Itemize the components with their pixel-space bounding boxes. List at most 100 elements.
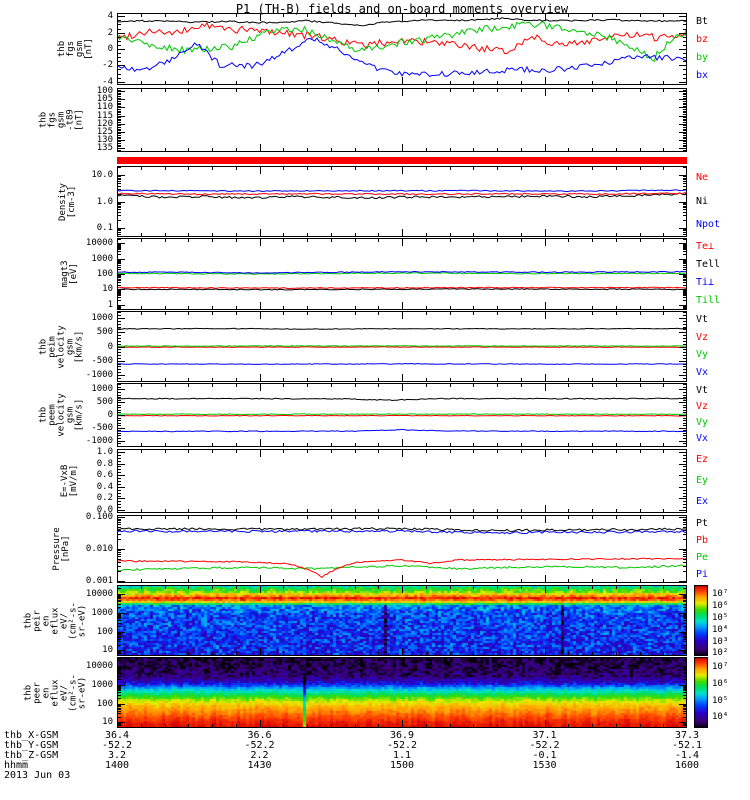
- spectrogram-peer: [117, 657, 687, 728]
- y-tick-label: 500: [96, 327, 113, 338]
- series-Ni: [117, 192, 687, 200]
- y-tick-label: 1000: [91, 384, 113, 395]
- y-tick-label: 105: [96, 94, 113, 105]
- y-tick-label: 115: [96, 110, 113, 121]
- series-bx: [117, 37, 687, 77]
- y-axis-label-peer: thb peer en eflux eV/ (cm²-s- sr-eV): [23, 673, 88, 712]
- legend-Tell: Tell: [696, 259, 721, 270]
- y-tick-label: -2: [102, 60, 113, 71]
- y-tick-label: 0.8: [96, 458, 113, 469]
- panel-efield: [117, 449, 687, 513]
- axis-row-label: thb_Z-GSM: [4, 750, 59, 761]
- legend-Ti: Ti⊥: [696, 277, 715, 288]
- axis-row-value: -52.2: [244, 740, 275, 751]
- series-Pe: [117, 564, 687, 572]
- colorbar-tick-label: 10⁴: [712, 625, 729, 636]
- legend-Ex: Ex: [696, 496, 709, 508]
- series-Tell: [117, 288, 687, 291]
- panel-peir: [117, 585, 687, 656]
- y-axis-label-peim: thb peim velocity gsm [km/s]: [38, 324, 85, 369]
- axis-row-value: 1530: [532, 760, 557, 771]
- y-axis-label-fgm: thb fgs gsm [nT]: [57, 38, 94, 60]
- y-tick-label: 500: [96, 397, 113, 408]
- legend-Vz: Vz: [696, 401, 709, 412]
- y-tick-label: 10: [102, 284, 113, 295]
- series-Ti⊥: [117, 270, 687, 274]
- y-tick-label: 125: [96, 126, 113, 137]
- legend-Vz: Vz: [696, 331, 709, 343]
- y-tick-label: 0: [107, 410, 113, 420]
- series-Pb: [117, 557, 687, 579]
- y-tick-label: 135: [96, 142, 113, 153]
- series-Vz: [117, 346, 687, 349]
- axis-row-value: -0.1: [532, 750, 557, 761]
- series-Vz: [117, 414, 687, 417]
- legend-bx: bx: [696, 70, 709, 81]
- y-tick-label: 4: [107, 11, 113, 22]
- y-tick-label: 100: [96, 626, 113, 637]
- colorbar-tick-label: 10²: [712, 647, 729, 658]
- y-tick-label: 120: [96, 118, 113, 129]
- axis-row-value: 37.3: [674, 730, 700, 741]
- y-tick-label: 0.100: [85, 512, 113, 523]
- colorbar-tick-label: 10⁷: [712, 661, 729, 672]
- y-tick-label: 1000: [91, 679, 113, 690]
- series-Te⊥: [117, 286, 687, 290]
- y-tick-label: 10: [102, 717, 113, 728]
- colorbar-tick-label: 10⁵: [712, 613, 729, 624]
- legend-Pt: Pt: [696, 517, 709, 529]
- y-axis-label-peir: thb peir en eflux eV/ (cm²-s- sr-eV): [23, 601, 88, 640]
- axis-row-value: 1.1: [392, 750, 412, 761]
- y-tick-label: 2: [107, 27, 113, 38]
- legend-Pe: Pe: [696, 551, 709, 563]
- y-axis-label-fgm89: thb fgs gsm -t89 [nT]: [38, 109, 85, 131]
- y-tick-label: 0.0: [96, 505, 113, 516]
- panel-peer: [117, 657, 687, 728]
- panel-density: [117, 166, 687, 237]
- axis-row-value: 36.6: [247, 730, 272, 741]
- series-Vy: [117, 413, 687, 416]
- y-tick-label: 110: [96, 102, 113, 113]
- panel-peim: [117, 311, 687, 382]
- series-Vx: [117, 362, 687, 365]
- y-axis-label-density: Density [cm-3]: [58, 182, 77, 221]
- axis-row-value: 36.4: [104, 730, 130, 741]
- panel-fgm89: [117, 88, 687, 152]
- axis-row-label: thb_Y-GSM: [4, 740, 59, 751]
- y-tick-label: 1.0: [96, 446, 113, 457]
- legend-Ey: Ey: [696, 475, 709, 486]
- series-Ne: [117, 192, 687, 196]
- axis-row-value: 1430: [247, 760, 272, 771]
- y-axis-label-pressure: Pressure [nPa]: [52, 527, 71, 571]
- legend-bz: bz: [696, 34, 709, 45]
- series-Vt: [117, 327, 687, 330]
- y-tick-label: 10: [102, 645, 113, 656]
- axis-row-value: -52.2: [101, 740, 133, 751]
- y-tick-label: 1000: [91, 313, 113, 324]
- y-tick-label: -500: [91, 422, 113, 433]
- y-tick-label: 10000: [85, 661, 113, 672]
- axis-row-value: -52.2: [386, 740, 418, 751]
- axis-row-value: -52.2: [529, 740, 560, 751]
- series-Npot: [117, 189, 687, 193]
- date-label: 2013 Jun 03: [4, 770, 71, 781]
- axis-row-value: 1400: [104, 760, 130, 771]
- y-tick-label: -4: [102, 76, 113, 87]
- legend-Pi: Pi: [696, 568, 709, 580]
- y-tick-label: 100: [96, 269, 113, 279]
- y-tick-label: -500: [91, 355, 113, 366]
- series-bz: [117, 22, 687, 55]
- colorbar-tick-label: 10³: [712, 637, 729, 648]
- series-Pt: [117, 527, 687, 533]
- legend-Te: Te⊥: [696, 241, 715, 252]
- colorbar-tick-label: 10⁶: [712, 601, 729, 612]
- y-axis-label-magt3: magt3 [eV]: [60, 260, 79, 288]
- axis-row-value: 37.1: [532, 730, 557, 741]
- axis-row-value: 3.2: [107, 750, 127, 761]
- y-tick-label: 130: [96, 134, 113, 145]
- panel-peem: [117, 383, 687, 447]
- axis-row-value: 1600: [674, 760, 700, 771]
- panel-fgm: [117, 13, 687, 85]
- legend-Pb: Pb: [696, 534, 709, 546]
- series-Pi: [117, 529, 687, 535]
